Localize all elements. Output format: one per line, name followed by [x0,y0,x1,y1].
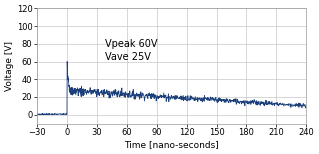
Y-axis label: Voltage [V]: Voltage [V] [5,41,14,91]
X-axis label: Time [nano-seconds]: Time [nano-seconds] [124,140,219,149]
Text: Vpeak 60V
Vave 25V: Vpeak 60V Vave 25V [105,38,158,62]
